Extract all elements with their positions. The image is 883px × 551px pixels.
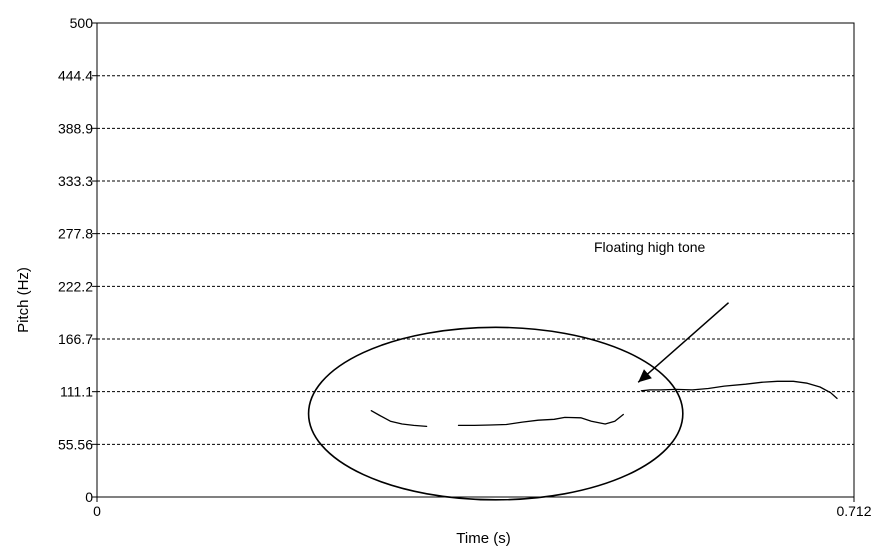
pitch-contour-3: [640, 380, 838, 400]
annotation-layer: [307, 302, 730, 501]
x-axis-ticks: 0 0.712: [93, 497, 872, 519]
y-axis-ticks: 0 55.56 111.1 166.7 222.2 277.8 333.3 388.9 444.…: [58, 15, 97, 505]
y-axis-title: Pitch (Hz): [15, 267, 32, 333]
y-tick-label: 166.7: [58, 331, 93, 347]
x-axis-title: Time (s): [456, 530, 510, 547]
y-tick-label: 444.4: [58, 68, 93, 84]
y-tick-label: 55.56: [58, 436, 93, 452]
x-tick-label: 0: [93, 503, 101, 519]
annotation-label: Floating high tone: [594, 239, 706, 255]
gridlines: [97, 75, 854, 445]
y-tick-label: 388.9: [58, 120, 93, 136]
y-tick-label: 111.1: [60, 384, 93, 400]
y-tick-label: 277.8: [58, 226, 93, 242]
annotation-arrow-shaft: [637, 302, 730, 383]
annotation-arrow-head: [638, 369, 652, 383]
pitch-contour-2: [457, 413, 624, 427]
annotation-ellipse: [307, 326, 684, 501]
y-tick-label: 333.3: [58, 173, 93, 189]
y-tick-label: 500: [70, 15, 94, 31]
y-tick-label: 0: [85, 489, 93, 505]
plot-frame: [96, 22, 855, 498]
pitch-contour-1: [370, 410, 428, 428]
x-tick-label: 0.712: [836, 503, 871, 519]
y-tick-label: 222.2: [58, 278, 93, 294]
pitch-contours: [370, 380, 838, 428]
